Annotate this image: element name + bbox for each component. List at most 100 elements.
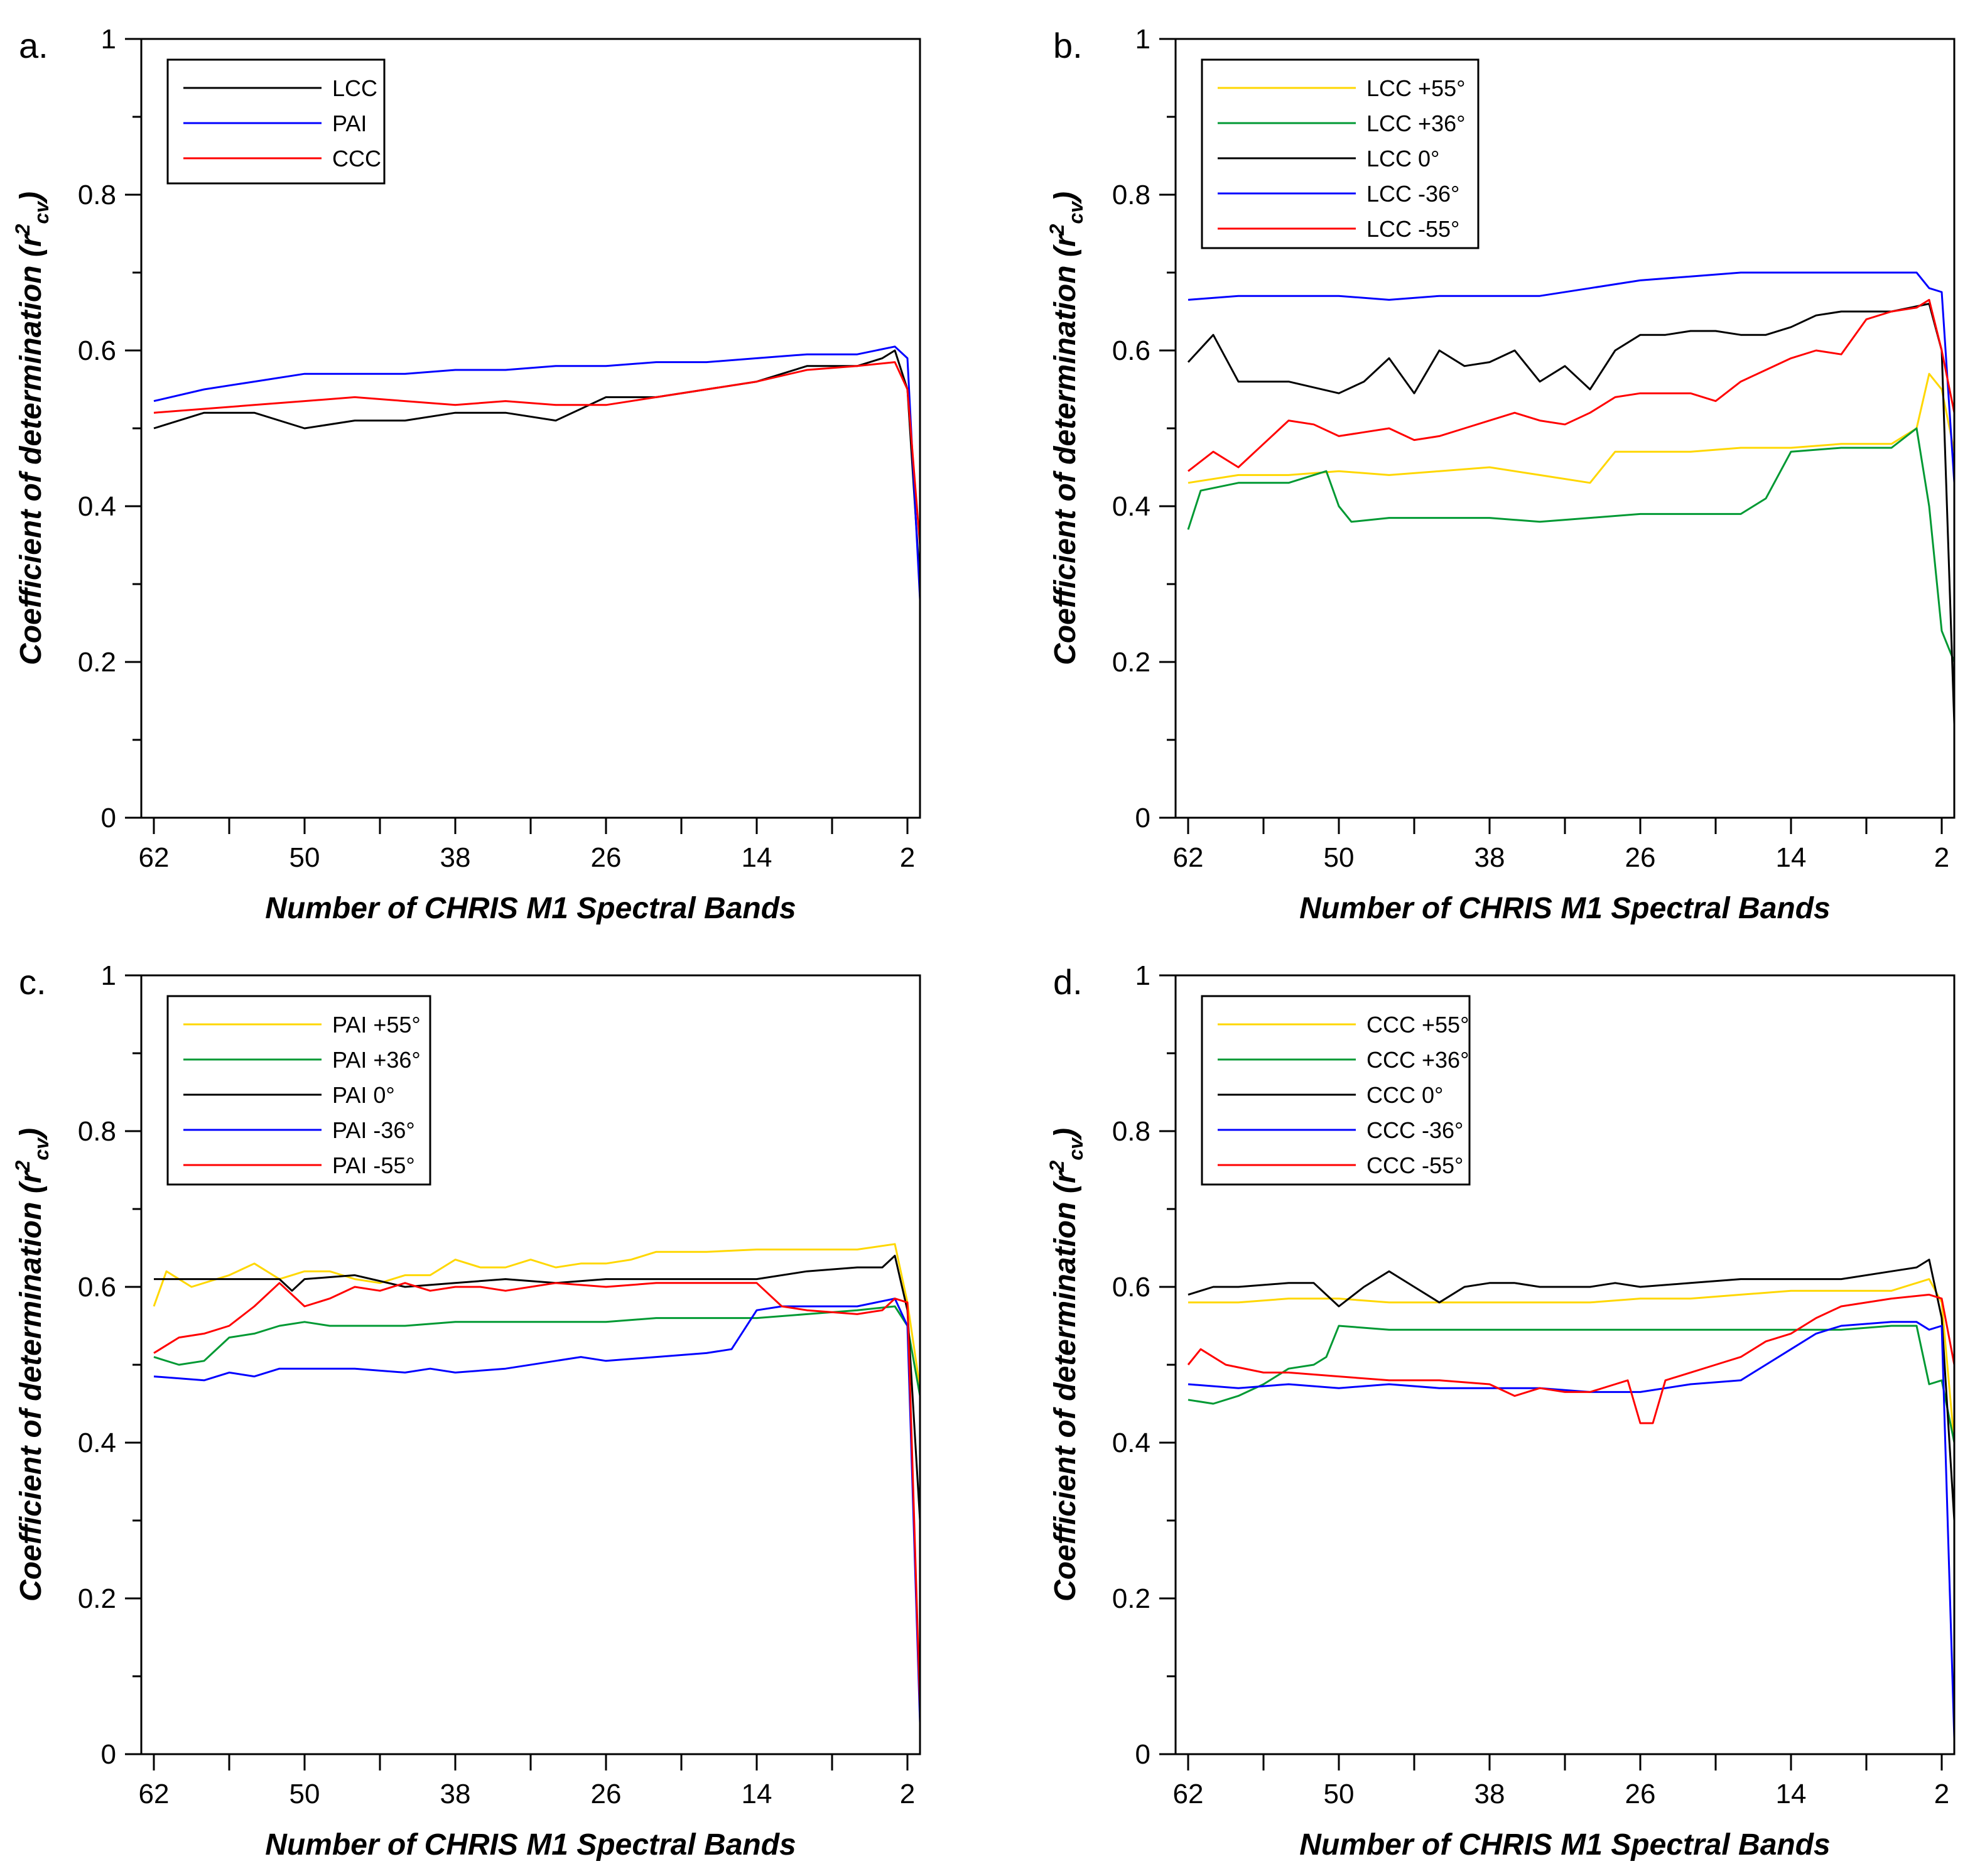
x-tick-label: 2 xyxy=(1934,842,1949,873)
y-tick-label: 0.2 xyxy=(78,647,116,678)
y-axis-title-main: Coefficient of determination (r xyxy=(14,234,48,665)
x-tick-label: 38 xyxy=(1474,842,1505,873)
legend-box xyxy=(166,58,386,185)
y-tick-label: 0.4 xyxy=(1112,1428,1150,1458)
chart-panel-1: a. 0 0.2 0.4 0.6 0.8 1 62 50 38 26 14 2 Number of CHR… xyxy=(11,24,921,925)
x-tick-label: 62 xyxy=(1173,842,1204,873)
y-tick-label: 0.6 xyxy=(78,335,116,366)
series-line-ccc-36 xyxy=(1188,1321,1956,1739)
series-line-pai xyxy=(153,345,921,600)
x-tick-label: 2 xyxy=(900,842,915,873)
y-axis-title-main: Coefficient of determination (r xyxy=(1049,234,1082,665)
x-tick-label: 14 xyxy=(1776,1779,1807,1809)
legend-label: PAI -36° xyxy=(332,1117,415,1143)
x-tick-label: 38 xyxy=(1474,1779,1505,1809)
legend-label: LCC -55° xyxy=(1366,216,1459,242)
x-tick-label: 26 xyxy=(1625,842,1656,873)
x-tick-label: 50 xyxy=(289,842,320,873)
y-tick-label: 0.8 xyxy=(1112,1116,1150,1147)
y-tick-label: 0.8 xyxy=(78,180,116,210)
legend-label: CCC +36° xyxy=(1366,1047,1469,1073)
series-line-ccc xyxy=(153,361,921,546)
legend-box xyxy=(1201,58,1480,249)
x-tick-label: 38 xyxy=(440,1779,471,1809)
y-tick-label: 0.8 xyxy=(78,1116,116,1147)
y-axis-title-sub: cv xyxy=(30,1137,53,1161)
y-tick-label: 0.2 xyxy=(78,1583,116,1614)
legend-label: LCC xyxy=(332,75,377,101)
series-line-lcc-36 xyxy=(1188,271,1956,483)
x-tick-label: 50 xyxy=(1324,842,1355,873)
series-line-lcc xyxy=(153,349,921,585)
chart-panel-3: c. 0 0.2 0.4 0.6 0.8 1 62 50 38 26 14 2 Number of CHR… xyxy=(11,960,921,1862)
y-tick-label: 0 xyxy=(1135,1739,1150,1770)
legend-label: PAI 0° xyxy=(332,1082,395,1108)
y-axis-title-main: Coefficient of determination (r xyxy=(14,1170,48,1602)
legend-label: CCC -55° xyxy=(1366,1152,1463,1178)
legend-label: LCC -36° xyxy=(1366,181,1459,207)
series-line-pai-55 xyxy=(153,1282,921,1708)
plot-frame xyxy=(1174,974,1956,1755)
legend: LCC PAI CCC xyxy=(166,58,386,185)
legend: LCC +55° LCC +36° LCC 0° LCC -36° LCC -55° xyxy=(1201,58,1480,249)
x-tick-label: 50 xyxy=(1324,1779,1355,1809)
y-axis-title-close: ) xyxy=(14,192,48,205)
y-tick-label: 1 xyxy=(101,24,116,55)
series-line-ccc-36 xyxy=(1188,1325,1956,1443)
y-axis-title: Coefficient of determination (r2cv) xyxy=(1046,192,1087,665)
series-line-lcc-0 xyxy=(1187,303,1956,725)
x-tick-label: 2 xyxy=(1934,1779,1949,1809)
x-tick-label: 62 xyxy=(139,842,170,873)
legend-box xyxy=(1201,995,1471,1186)
y-axis-title-sub: cv xyxy=(30,200,53,224)
x-tick-label: 2 xyxy=(900,1779,915,1809)
y-tick-label: 1 xyxy=(1135,960,1150,991)
legend-label: PAI xyxy=(332,111,367,136)
y-tick-label: 1 xyxy=(101,960,116,991)
y-tick-label: 0.6 xyxy=(78,1272,116,1303)
x-tick-label: 26 xyxy=(1625,1779,1656,1809)
y-tick-label: 0 xyxy=(101,803,116,833)
panel-letter: b. xyxy=(1053,26,1083,65)
series-line-pai-0 xyxy=(154,1254,921,1521)
y-axis-title-main: Coefficient of determination (r xyxy=(1049,1170,1082,1602)
chart-panel-2: b. 0 0.2 0.4 0.6 0.8 1 62 50 38 26 14 2 Number of CHR… xyxy=(1046,24,1956,925)
y-tick-label: 0.2 xyxy=(1112,647,1150,678)
legend-label: CCC xyxy=(332,146,381,171)
legend-label: PAI +36° xyxy=(332,1047,421,1073)
y-axis-title-sup: 2 xyxy=(11,224,34,236)
panel-letter: c. xyxy=(19,962,46,1002)
plot-frame xyxy=(1174,38,1956,819)
y-axis-title-close: ) xyxy=(1049,192,1082,205)
x-axis-title: Number of CHRIS M1 Spectral Bands xyxy=(1299,892,1830,925)
y-axis-title-sup: 2 xyxy=(11,1160,34,1172)
y-tick-label: 0.4 xyxy=(78,1428,116,1458)
y-tick-label: 0.6 xyxy=(1112,335,1150,366)
y-tick-label: 0.4 xyxy=(1112,491,1150,522)
plot-frame xyxy=(140,974,921,1755)
y-axis-title: Coefficient of determination (r2cv) xyxy=(11,192,53,665)
series-line-pai-36 xyxy=(153,1298,921,1723)
legend-label: LCC +55° xyxy=(1366,75,1465,101)
y-tick-label: 0 xyxy=(1135,803,1150,833)
x-tick-label: 38 xyxy=(440,842,471,873)
y-axis-title-sup: 2 xyxy=(1046,1160,1068,1172)
y-tick-label: 0.4 xyxy=(78,491,116,522)
series-line-lcc-55 xyxy=(1188,372,1956,484)
panel-letter: d. xyxy=(1053,962,1083,1002)
y-axis-title: Coefficient of determination (r2cv) xyxy=(1046,1128,1087,1602)
x-tick-label: 26 xyxy=(591,842,622,873)
x-tick-label: 14 xyxy=(742,842,772,873)
legend-label: CCC 0° xyxy=(1366,1082,1443,1108)
legend-label: PAI -55° xyxy=(332,1152,415,1178)
legend-label: CCC -36° xyxy=(1366,1117,1463,1143)
series-line-lcc-36 xyxy=(1187,427,1956,663)
y-axis-title-sub: cv xyxy=(1064,200,1087,224)
y-axis-title-close: ) xyxy=(1049,1128,1082,1141)
legend-label: CCC +55° xyxy=(1366,1012,1469,1038)
x-axis-title: Number of CHRIS M1 Spectral Bands xyxy=(1299,1828,1830,1862)
x-axis-title: Number of CHRIS M1 Spectral Bands xyxy=(265,892,796,925)
y-axis-title: Coefficient of determination (r2cv) xyxy=(11,1128,53,1602)
legend-label: PAI +55° xyxy=(332,1012,421,1038)
